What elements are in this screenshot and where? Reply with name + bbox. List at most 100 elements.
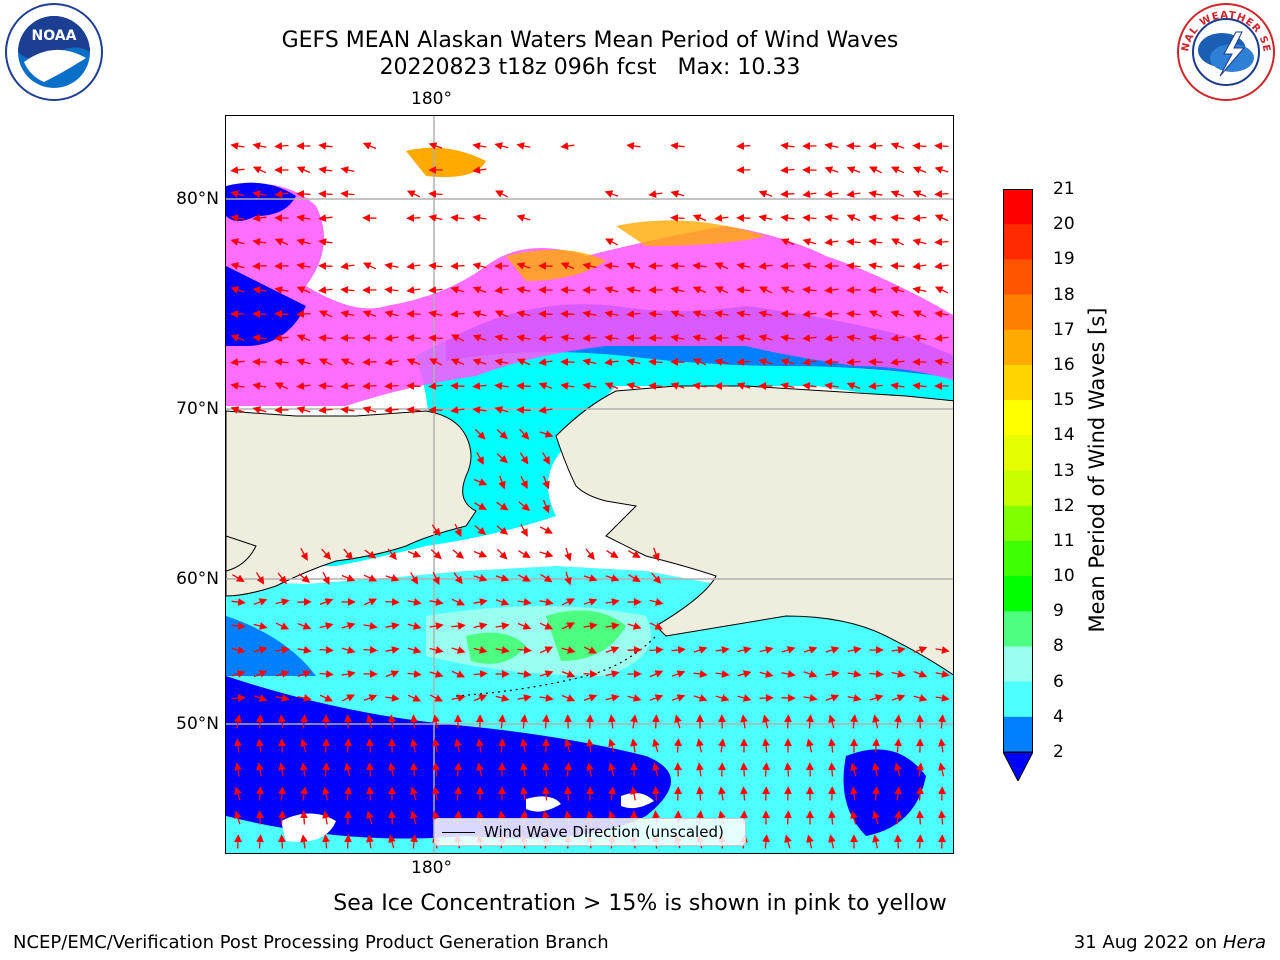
colorbar-tick-label: 10 <box>1053 566 1075 587</box>
wind-wave-arrow <box>674 786 682 801</box>
wind-wave-arrow <box>912 238 927 246</box>
wind-wave-arrow <box>406 358 421 366</box>
colorbar-tick-label: 13 <box>1053 460 1075 481</box>
wind-wave-arrow <box>454 523 462 538</box>
wind-wave-arrow <box>322 810 330 825</box>
wind-wave-arrow <box>410 786 418 801</box>
wind-wave-arrow <box>363 646 378 654</box>
wind-wave-arrow <box>868 142 883 150</box>
wind-wave-arrow <box>564 762 572 777</box>
lat-label-60: 60°N <box>176 569 219 589</box>
colorbar-band <box>1003 329 1033 366</box>
wind-wave-arrow <box>406 406 421 414</box>
wind-wave-arrow <box>318 142 333 150</box>
wind-wave-arrow <box>652 762 660 777</box>
wind-wave-arrow <box>296 238 311 246</box>
wind-wave-arrow <box>318 310 333 318</box>
wind-wave-arrow <box>407 598 422 606</box>
wind-wave-arrow <box>758 334 773 342</box>
wind-wave-arrow <box>890 166 905 174</box>
wind-wave-arrow <box>560 142 575 150</box>
wind-wave-arrow <box>604 190 619 198</box>
wind-wave-arrow <box>429 694 443 702</box>
wind-wave-arrow <box>869 166 883 174</box>
colorbar-tick-label: 18 <box>1053 284 1075 305</box>
wind-wave-arrow <box>736 262 751 270</box>
wind-wave-arrow <box>824 334 839 342</box>
wind-wave-arrow <box>253 694 268 702</box>
wind-wave-arrow <box>278 786 286 801</box>
wind-wave-arrow <box>385 598 400 606</box>
wind-wave-arrow <box>847 670 862 678</box>
wind-wave-arrow <box>803 646 818 654</box>
wind-wave-arrow <box>652 714 660 729</box>
wind-wave-arrow <box>648 358 663 366</box>
wind-wave-arrow <box>410 738 418 753</box>
wind-wave-arrow <box>934 238 949 246</box>
wind-wave-arrow <box>450 358 465 366</box>
wind-wave-arrow <box>230 406 245 414</box>
wind-wave-arrow <box>472 310 487 318</box>
wind-wave-arrow <box>252 382 267 390</box>
wind-wave-arrow <box>252 214 267 222</box>
wind-wave-arrow <box>868 382 883 390</box>
wind-wave-arrow <box>850 786 858 801</box>
wind-wave-arrow <box>230 142 245 150</box>
wind-wave-arrow <box>583 622 598 630</box>
wind-wave-arrow <box>366 714 374 729</box>
wind-wave-arrow <box>363 694 378 702</box>
wind-wave-arrow <box>824 286 839 294</box>
wind-wave-arrow <box>802 238 817 246</box>
land-alaska <box>555 385 953 676</box>
wind-wave-arrow <box>473 598 488 606</box>
wind-wave-arrow <box>450 262 465 270</box>
wind-wave-arrow <box>649 670 664 678</box>
wind-wave-arrow <box>406 286 421 294</box>
wind-wave-arrow <box>542 762 550 777</box>
wind-wave-arrow <box>385 670 400 678</box>
wind-wave-arrow <box>626 262 641 270</box>
wind-wave-arrow <box>297 646 312 654</box>
wind-wave-arrow <box>894 738 902 753</box>
sea-ice-region <box>226 183 953 406</box>
wind-wave-arrow <box>340 382 355 390</box>
wind-wave-arrow <box>274 238 289 246</box>
wind-wave-arrow <box>318 406 333 414</box>
wind-wave-arrow <box>539 670 554 678</box>
wind-wave-arrow <box>561 598 575 606</box>
wind-wave-arrow <box>913 694 928 702</box>
wind-wave-arrow <box>498 475 506 490</box>
wind-wave-arrow <box>298 573 311 583</box>
wind-wave-arrow <box>340 262 355 270</box>
wind-wave-arrow <box>802 358 817 366</box>
wind-wave-arrow <box>252 166 267 174</box>
wind-wave-arrow <box>912 142 927 150</box>
wind-wave-arrow <box>890 334 905 342</box>
wind-wave-arrow <box>296 166 311 174</box>
wind-wave-arrow <box>894 834 902 849</box>
wind-wave-arrow <box>714 262 729 270</box>
ice-blue-patch-2 <box>226 266 306 346</box>
wind-wave-arrow <box>256 714 264 729</box>
wind-wave-arrow <box>516 142 531 150</box>
wind-wave-arrow <box>274 334 289 342</box>
wind-wave-arrow <box>758 310 773 318</box>
wind-wave-arrow <box>388 714 396 729</box>
wind-wave-arrow <box>890 358 905 366</box>
wind-wave-arrow <box>252 310 267 318</box>
wind-wave-arrow <box>407 670 422 678</box>
wind-wave-arrow <box>410 714 418 729</box>
wind-wave-arrow <box>784 786 792 801</box>
wind-wave-arrow <box>846 262 861 270</box>
wind-wave-arrow <box>934 310 949 318</box>
wind-wave-arrow <box>429 598 444 606</box>
wind-wave-arrow <box>252 286 267 294</box>
wind-wave-arrow <box>934 190 949 198</box>
ice-yellow-edge-1 <box>506 249 606 281</box>
wind-wave-arrow <box>234 738 242 753</box>
wind-wave-arrow <box>387 548 397 561</box>
wind-wave-arrow <box>912 334 927 342</box>
wind-wave-arrow <box>935 694 950 702</box>
wind-wave-arrow <box>781 670 796 678</box>
wind-wave-arrow <box>406 190 421 198</box>
